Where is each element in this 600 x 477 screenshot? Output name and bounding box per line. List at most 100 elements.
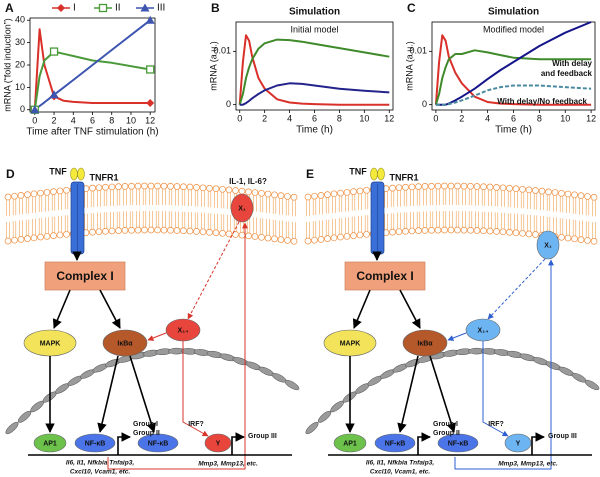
tnf-label: TNF [49, 166, 67, 176]
x-label: X₁₄ [178, 327, 189, 334]
lipid-head [121, 183, 129, 190]
series-line [238, 38, 390, 105]
lipid-head [95, 184, 103, 192]
y-tick-label: 0 [422, 99, 427, 109]
lipid-head [428, 182, 435, 190]
lipid-head [577, 236, 585, 243]
x-axis-label: Time after TNF stimulation (h) [26, 127, 158, 138]
lipid-head [30, 190, 38, 198]
lipid-head [225, 186, 233, 194]
lipid-head [350, 188, 357, 195]
lipid-head [141, 226, 148, 234]
lipid-head [454, 182, 461, 190]
series-line [33, 50, 151, 110]
lipid-head [545, 188, 552, 196]
lipid-head [258, 233, 265, 241]
lipid-head [460, 226, 468, 234]
y-label: Y [216, 440, 221, 447]
lipid-head [193, 228, 200, 235]
lipid-head [337, 233, 344, 241]
lipid-head [108, 227, 116, 235]
y-label: Y [516, 440, 521, 447]
ap-label: AP1 [343, 440, 357, 447]
legend-label: I [73, 3, 76, 14]
lipid-head [447, 226, 455, 234]
lipid-head [245, 188, 252, 196]
y-tick-label: 0 [20, 104, 25, 114]
lipid-head [186, 227, 194, 235]
y-axis-label: mRNA (a.u.) [208, 41, 218, 91]
complex-label: Complex I [56, 269, 113, 283]
lipid-head [43, 232, 51, 240]
lipid-head [37, 233, 44, 241]
lipid-head [421, 227, 429, 234]
marker [30, 105, 40, 114]
lipid-head [128, 182, 135, 190]
lipid-head [245, 232, 252, 240]
arrow [107, 222, 248, 470]
lipid-head [102, 227, 109, 235]
panel-label: D [6, 167, 15, 181]
lipid-head [284, 193, 291, 200]
lipid-head [317, 236, 325, 243]
lipid-head [56, 187, 64, 195]
lipid-head [317, 192, 325, 199]
lipid-head [30, 234, 38, 242]
marker [49, 90, 59, 99]
group-label: Group III [548, 433, 577, 440]
x-tick-label: 12 [145, 115, 155, 125]
lipid-head [147, 182, 155, 190]
marker [146, 99, 155, 108]
tnf-ligand [377, 167, 385, 181]
lipid-head [532, 231, 539, 238]
complex-box [344, 261, 426, 291]
nuclear-pore [284, 379, 300, 391]
y-tick-label: 40 [15, 15, 25, 25]
y-tick-label: 10 [15, 82, 25, 92]
lipid-head [408, 227, 416, 235]
lipid-head [441, 226, 448, 234]
ap-label: AP1 [43, 440, 57, 447]
y-tick-label: 0.01 [213, 46, 231, 56]
series-line [33, 28, 151, 110]
lipid-head [50, 232, 57, 239]
lipid-head [584, 237, 591, 244]
lipid-head [154, 182, 161, 190]
ap-node [333, 433, 367, 453]
y-tick-label: 0.01 [409, 46, 427, 56]
lipid-head [17, 192, 25, 199]
irf-label: IRF? [488, 421, 504, 428]
y-tick-label: 20 [15, 59, 25, 69]
lipid-head [343, 232, 351, 240]
lipid-head [37, 189, 44, 197]
lipid-head [193, 184, 200, 191]
arrow [129, 355, 156, 433]
lipid-head [238, 187, 246, 195]
lipid-head [480, 183, 487, 191]
nfkb-label: NF-κB [148, 440, 169, 447]
chart-subtitle: Modified model [483, 24, 544, 34]
ikba-label: IκBα [417, 340, 433, 347]
series-line [239, 82, 390, 106]
genesa-label: Il6, Il1, Nfkbia Tnfaip3, [66, 460, 134, 467]
lipid-head [467, 226, 474, 234]
lipid-head [538, 187, 546, 195]
tnf-ligand [370, 167, 378, 181]
arrow [187, 221, 240, 320]
lipid-head [389, 184, 396, 192]
lipid-head [258, 189, 265, 197]
x-tick-label: 4 [71, 115, 76, 125]
lipid-head [11, 192, 18, 200]
panel-label: B [211, 1, 220, 15]
complex-label: Complex I [356, 269, 413, 283]
series-line [435, 84, 592, 106]
lipid-head [24, 235, 31, 242]
arrow [352, 289, 371, 329]
x-node [230, 193, 254, 223]
lipid-head [95, 228, 103, 236]
x-tick-label: 2 [459, 113, 464, 123]
lipid-head [499, 228, 507, 236]
group-label: Group II [133, 430, 160, 437]
lipid-head [180, 183, 187, 191]
panel-label: E [306, 167, 314, 181]
